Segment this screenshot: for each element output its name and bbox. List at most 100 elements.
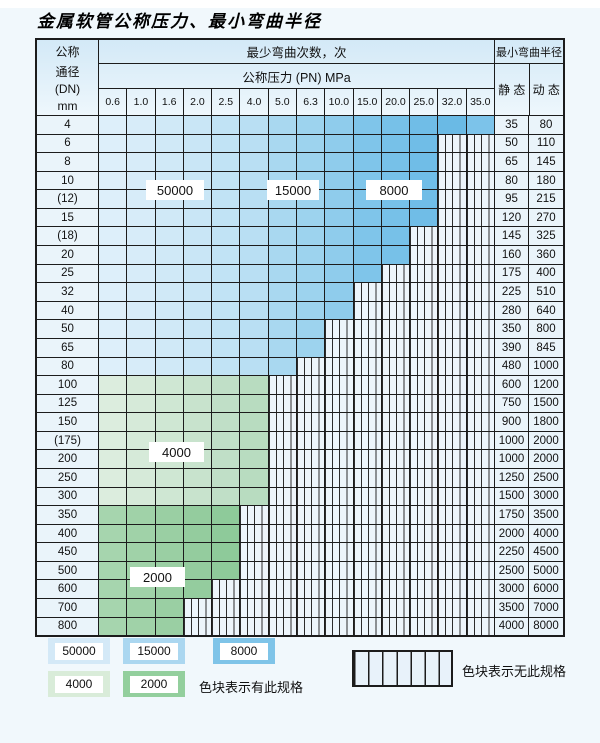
pressure-cell [410,246,439,264]
pressure-cell [212,357,241,376]
pressure-cells [99,524,495,543]
pressure-cell [325,561,354,580]
pressure-cell [127,264,156,283]
pressure-cell [410,543,439,561]
legend-item: 4000 [48,671,110,697]
pressure-cell [353,301,382,320]
pressure-cell [183,246,213,264]
dynamic-radius-cell: 1000 [529,357,563,376]
pressure-cell [268,506,297,524]
table-row: 50 350 800 [37,320,563,339]
pressure-cell [410,599,439,617]
pressure-cells [99,431,495,450]
pressure-cell [353,599,382,617]
pressure-cell [410,208,439,227]
pressure-cell [325,171,354,190]
pn-header: 公称压力 (PN) MPa [99,64,494,89]
table-row: 450 2250 4500 [37,543,563,562]
radius-header: 最小弯曲半径 [495,40,563,64]
pressure-cell [296,413,326,431]
pressure-cells [99,413,495,431]
pressure-cell [240,357,269,376]
pressure-cell [183,227,213,246]
pressure-cell [410,450,439,468]
pressure-cell [410,153,439,171]
pressure-cell [410,487,439,506]
static-radius-cell: 175 [495,264,529,283]
pressure-cells [99,134,495,153]
legend-item-label: 50000 [55,642,103,660]
dynamic-radius-cell: 510 [529,283,563,301]
static-radius-cell: 2500 [495,561,529,580]
pressure-cell [466,283,494,301]
static-radius-cell: 390 [495,338,529,357]
pressure-cell [466,134,494,153]
table-row: 500 2500 5000 [37,561,563,581]
pressure-cells [99,357,495,376]
pressure-cell [183,506,213,524]
static-radius-cell: 65 [495,153,529,171]
pressure-cell [325,134,354,153]
pressure-cell [240,338,269,357]
pressure-cell [438,338,467,357]
pressure-cell [240,431,269,450]
pressure-cell [296,264,326,283]
table-row: 600 3000 6000 [37,580,563,600]
pressure-cell [155,338,184,357]
pressure-cell [127,283,156,301]
pressure-cell [268,264,297,283]
pressure-cell [410,338,439,357]
pressure-cell [353,431,382,450]
pressure-cell [212,487,241,506]
pressure-cell [268,208,297,227]
pressure-cell [212,190,241,208]
pressure-cell [381,338,411,357]
dynamic-radius-cell: 2000 [529,450,563,468]
pressure-cell [240,524,269,543]
pressure-cell [99,394,128,413]
pressure-cell [381,524,411,543]
pressure-cell [325,283,354,301]
pressure-cell [325,450,354,468]
pressure-cell [240,320,269,338]
pressure-cell [99,320,128,338]
pressure-cell [466,506,494,524]
dn-cell: (12) [37,190,99,208]
pressure-cell [353,450,382,468]
pressure-cell [353,283,382,301]
pressure-cell [410,227,439,246]
pressure-cell [240,227,269,246]
pressure-cell [127,413,156,431]
pressure-cells [99,301,495,320]
table-row: 125 750 1500 [37,394,563,414]
pressure-cell [353,134,382,153]
dynamic-radius-cell: 845 [529,338,563,357]
pressure-cell [127,338,156,357]
pressure-cell [212,431,241,450]
pressure-cell [99,283,128,301]
pressure-cell [410,357,439,376]
pressure-cell [466,208,494,227]
pressure-cell [268,376,297,394]
pressure-cell [212,617,241,636]
pressure-cell [353,320,382,338]
pressure-cell [268,413,297,431]
pressure-cell [438,413,467,431]
pressure-cell [99,357,128,376]
pressure-column-header: 1.0 [127,89,156,115]
dn-header-cell: 公称 通径 (DN) mm [37,40,99,115]
pressure-cell [438,171,467,190]
pressure-cell [466,561,494,580]
pressure-cell [268,153,297,171]
pressure-cell [353,617,382,636]
dn-cell: 80 [37,357,99,376]
pressure-cell [466,524,494,543]
pressure-cell [155,283,184,301]
pressure-cell [99,468,128,487]
pressure-cell [353,468,382,487]
static-radius-cell: 3500 [495,599,529,617]
pressure-cell [155,116,184,134]
pressure-cell [212,561,241,580]
static-dynamic-headers: 静 态 动 态 [495,64,563,115]
pressure-cell [99,376,128,394]
